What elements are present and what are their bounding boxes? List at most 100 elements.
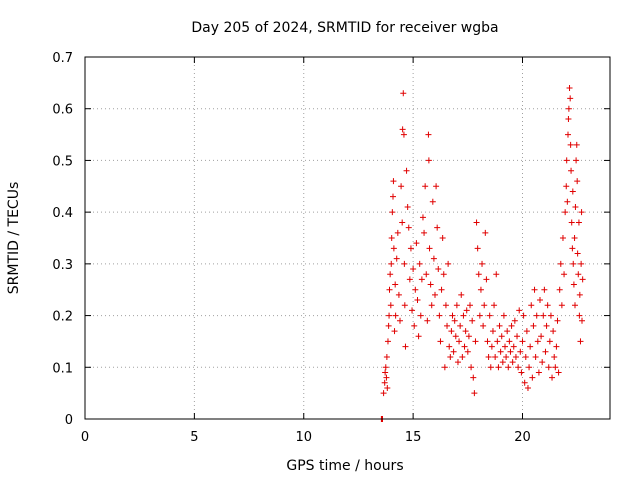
data-point — [534, 338, 541, 345]
data-point — [436, 312, 443, 319]
data-point — [567, 95, 574, 102]
data-point — [440, 271, 447, 278]
data-point — [406, 276, 413, 283]
data-point — [568, 167, 575, 174]
data-point — [503, 353, 510, 360]
data-point — [517, 348, 524, 355]
axis-ticks — [84, 56, 610, 420]
data-point — [398, 183, 405, 190]
data-point — [471, 390, 478, 397]
data-point — [516, 307, 523, 314]
data-point — [571, 235, 578, 241]
data-point — [451, 317, 458, 324]
data-point — [434, 224, 441, 231]
data-point — [382, 364, 389, 371]
data-point — [512, 353, 519, 360]
data-point — [404, 203, 411, 210]
data-point — [392, 281, 399, 288]
data-point — [543, 322, 550, 329]
data-point — [574, 178, 581, 185]
data-point — [530, 322, 537, 329]
data-point — [433, 183, 440, 190]
data-point — [570, 281, 577, 288]
data-point — [405, 224, 412, 231]
data-point — [430, 255, 437, 262]
data-point — [508, 322, 515, 329]
x-tick-label: 10 — [295, 430, 312, 445]
data-point — [557, 260, 564, 267]
data-point — [388, 260, 395, 267]
data-point — [549, 374, 556, 381]
data-point — [462, 328, 469, 335]
data-point — [409, 307, 416, 314]
y-tick-label: 0.6 — [52, 103, 73, 118]
y-tick-label: 0.1 — [52, 361, 73, 376]
data-point — [422, 183, 429, 190]
y-tick-label: 0.4 — [52, 206, 73, 221]
data-point — [555, 369, 562, 376]
data-point — [482, 229, 489, 236]
data-point — [562, 209, 569, 216]
data-point — [452, 333, 459, 340]
data-point — [384, 338, 391, 345]
data-point — [575, 219, 582, 226]
data-point — [456, 338, 463, 345]
data-point — [460, 312, 467, 319]
data-point — [495, 364, 502, 371]
data-point — [572, 203, 579, 210]
data-point — [529, 374, 536, 381]
data-point — [467, 302, 473, 309]
data-point — [392, 312, 399, 319]
data-point — [476, 312, 483, 319]
data-point — [446, 343, 453, 350]
data-point — [569, 188, 576, 195]
data-point — [399, 219, 406, 226]
data-point — [514, 333, 521, 340]
data-point — [468, 364, 475, 371]
data-point — [386, 286, 393, 293]
data-point — [465, 333, 472, 340]
data-point — [518, 369, 525, 376]
data-point — [469, 317, 476, 324]
data-point — [401, 260, 408, 267]
data-point — [386, 312, 393, 319]
data-point — [411, 322, 418, 329]
data-point — [470, 374, 477, 381]
data-point — [399, 126, 406, 133]
data-point — [464, 348, 471, 355]
plot-frame — [84, 56, 611, 420]
data-point — [475, 271, 482, 278]
data-point — [400, 90, 407, 97]
data-point — [542, 348, 549, 355]
data-point — [391, 328, 398, 335]
data-point — [380, 390, 387, 397]
data-point — [489, 328, 496, 335]
y-tick-label: 0.3 — [52, 258, 73, 273]
data-point — [507, 348, 514, 355]
data-point — [578, 209, 585, 216]
data-point — [521, 379, 528, 386]
data-point — [403, 167, 410, 174]
data-point — [483, 276, 490, 283]
data-point — [448, 328, 455, 335]
data-point — [390, 245, 397, 252]
data-point — [419, 214, 426, 221]
data-point — [575, 271, 582, 278]
y-tick-label: 0.7 — [52, 51, 73, 66]
data-point — [579, 276, 586, 283]
tick-labels: 0 5 10 15 20 0 0.1 0.2 0.3 0.4 0.5 0.6 0.7 — [52, 51, 530, 445]
data-point — [537, 297, 543, 304]
data-point — [407, 245, 414, 252]
data-point — [527, 343, 534, 350]
data-point — [522, 353, 529, 360]
data-point — [523, 328, 530, 335]
x-axis-label: GPS time / hours — [286, 458, 403, 474]
data-point — [564, 198, 571, 205]
data-point — [559, 235, 566, 241]
data-point — [479, 260, 486, 267]
data-point — [449, 312, 456, 319]
data-point — [401, 302, 408, 309]
data-point — [553, 343, 560, 350]
data-point — [389, 209, 396, 216]
data-point — [504, 328, 511, 335]
